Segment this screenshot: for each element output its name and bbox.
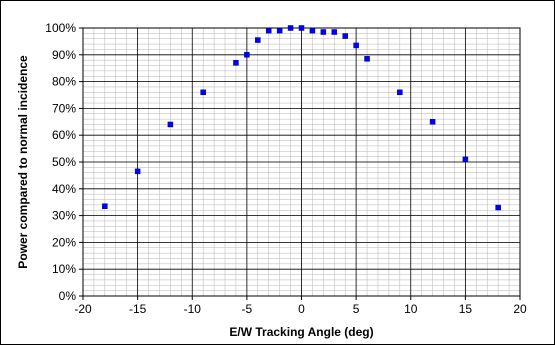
- data-points: [102, 25, 501, 211]
- y-tick-label: 10%: [52, 262, 76, 276]
- data-point: [342, 33, 348, 39]
- data-point: [200, 89, 206, 96]
- x-tick-label: -15: [129, 302, 147, 316]
- x-tick-label: -10: [184, 302, 202, 316]
- x-axis-tick-labels: -20 -15 -10 -5 0 5 10 15 20: [74, 296, 527, 316]
- data-point: [276, 27, 283, 34]
- y-axis-tick-labels: 0% 10% 20% 30% 40% 50% 60% 70% 80% 90% 100%: [45, 21, 83, 303]
- x-tick-label: 15: [459, 302, 473, 316]
- data-point: [244, 52, 250, 58]
- data-point: [233, 60, 239, 66]
- x-tick-label: 20: [513, 302, 527, 316]
- data-point: [287, 25, 294, 31]
- y-tick-label: 100%: [45, 21, 76, 35]
- data-point: [255, 37, 261, 43]
- scatter-chart: -20 -15 -10 -5 0 5 10 15 20 0% 10% 20% 30% 40% 50% 60%…: [16, 21, 527, 339]
- x-tick-label: 0: [298, 302, 305, 316]
- data-point: [364, 56, 370, 62]
- data-point: [167, 121, 174, 128]
- data-point: [397, 89, 403, 96]
- y-tick-label: 40%: [52, 182, 76, 196]
- y-tick-label: 60%: [52, 128, 76, 142]
- data-point: [298, 25, 305, 31]
- data-point: [462, 156, 469, 163]
- y-axis-label: Power compared to normal incidence: [16, 55, 30, 269]
- data-point: [102, 203, 108, 209]
- x-tick-label: 10: [404, 302, 418, 316]
- x-axis-label: E/W Tracking Angle (deg): [229, 325, 373, 339]
- y-tick-label: 70%: [52, 101, 76, 115]
- data-point: [353, 42, 359, 49]
- data-point: [265, 27, 272, 34]
- data-point: [331, 29, 338, 35]
- data-point: [429, 119, 436, 125]
- x-tick-label: -5: [242, 302, 253, 316]
- y-tick-label: 20%: [52, 235, 76, 249]
- data-point: [495, 204, 501, 211]
- data-point: [134, 168, 141, 175]
- x-tick-label: 5: [353, 302, 360, 316]
- y-tick-label: 0%: [59, 289, 77, 303]
- y-tick-label: 90%: [52, 48, 76, 62]
- data-point: [309, 27, 316, 34]
- x-tick-label: -20: [74, 302, 92, 316]
- y-tick-label: 80%: [52, 75, 76, 89]
- y-tick-label: 50%: [52, 155, 76, 169]
- y-tick-label: 30%: [52, 209, 76, 223]
- data-point: [320, 29, 327, 35]
